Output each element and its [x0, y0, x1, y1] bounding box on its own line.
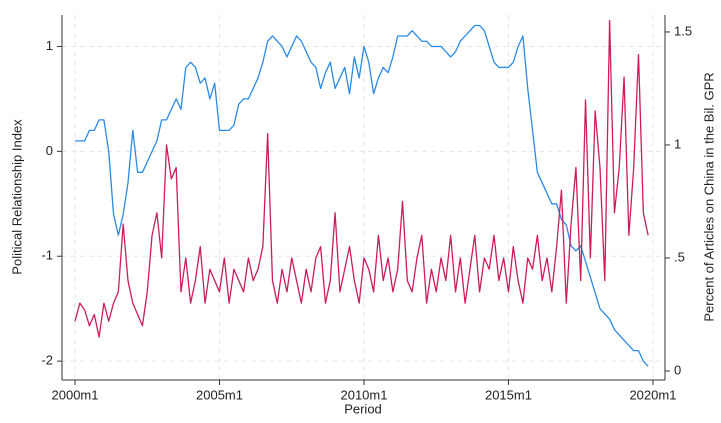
y2-tick-label: 1	[674, 136, 681, 151]
y2-tick-label: 0	[674, 362, 681, 377]
y2-tick-label: 1.5	[674, 23, 692, 38]
x-tick-label: 2005m1	[196, 387, 243, 402]
series-line	[74, 20, 649, 338]
x-tick-label: 2010m1	[340, 387, 387, 402]
y-tick-label: -2	[41, 353, 53, 368]
y-axis-label: Political Relationship Index	[9, 119, 24, 275]
series-line	[75, 24, 649, 367]
x-tick-label: 2000m1	[52, 387, 99, 402]
y2-axis-label: Percent of Articles on China in the Bil.…	[701, 72, 716, 321]
y2-tick-label: .5	[674, 249, 685, 264]
y-tick-label: -1	[41, 248, 53, 263]
x-tick-label: 2020m1	[629, 387, 676, 402]
x-axis-label: Period	[344, 401, 382, 416]
x-tick-label: 2015m1	[485, 387, 532, 402]
y-tick-label: 1	[46, 38, 53, 53]
y-tick-label: 0	[46, 143, 53, 158]
